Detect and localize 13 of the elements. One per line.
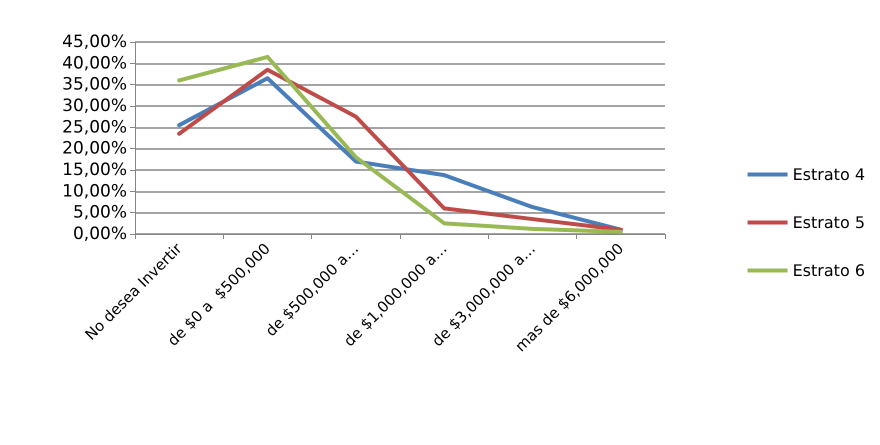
legend-label: Estrato 4 (792, 165, 866, 184)
y-tick-label: 35,00% (62, 74, 127, 95)
y-tick-label: 0,00% (72, 224, 127, 244)
y-tick-label: 15,00% (62, 160, 127, 180)
y-tick-label: 25,00% (62, 117, 127, 138)
legend-label: Estrato 6 (792, 261, 866, 280)
y-tick-label: 40,00% (62, 53, 127, 74)
y-tick-label: 10,00% (62, 181, 127, 202)
legend-label: Estrato 5 (792, 213, 866, 232)
y-tick-label: 45,00% (62, 32, 127, 52)
y-tick-label: 30,00% (62, 96, 127, 116)
y-tick-label: 5,00% (72, 202, 127, 223)
y-tick-label: 20,00% (62, 138, 127, 159)
